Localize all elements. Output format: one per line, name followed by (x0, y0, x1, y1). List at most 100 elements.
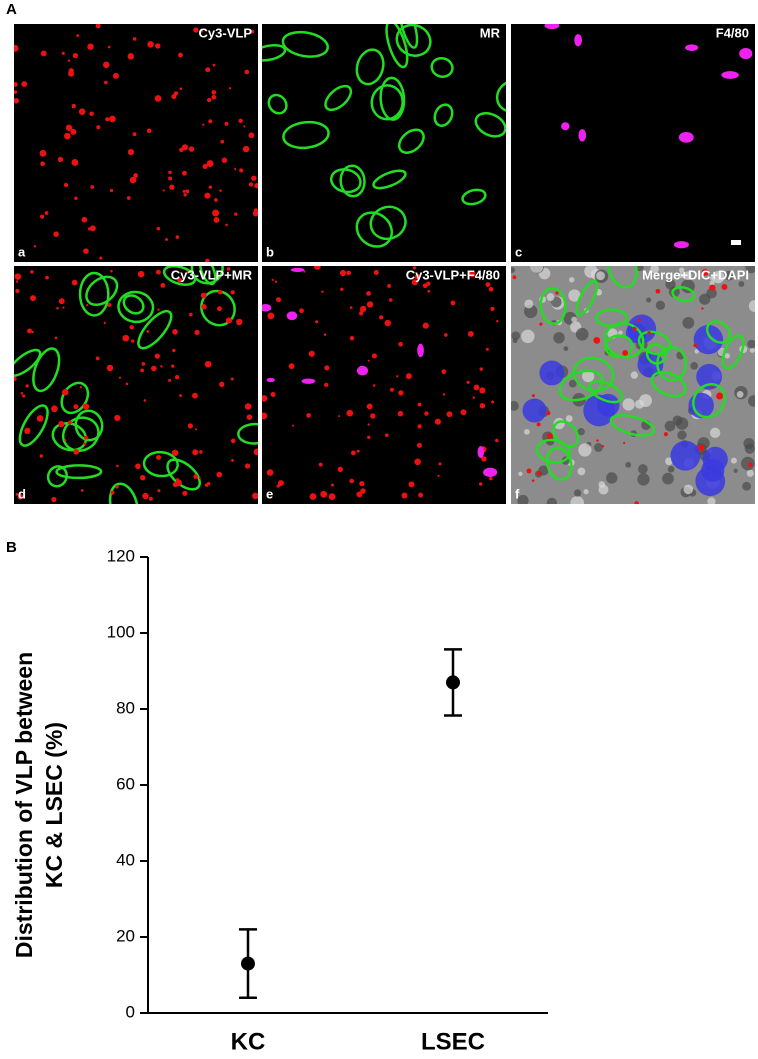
vlp-signal (132, 37, 137, 41)
vlp-signal (478, 482, 483, 486)
vlp-signal (663, 432, 668, 437)
cell-outline (267, 93, 288, 115)
cell-outline (117, 290, 155, 324)
vlp-signal (356, 449, 360, 453)
vlp-signal (442, 393, 446, 396)
vlp-signal (54, 336, 58, 340)
micrograph (262, 266, 506, 504)
vlp-signal (244, 463, 251, 469)
vlp-signal (148, 496, 153, 501)
vlp-signal (370, 413, 376, 419)
micrograph (14, 266, 258, 504)
vlp-signal (367, 435, 371, 440)
vlp-signal (308, 350, 315, 357)
vlp-signal (276, 297, 281, 303)
vlp-signal (367, 359, 370, 362)
image-label: Cy3-VLP (199, 25, 253, 40)
texture (569, 277, 575, 283)
cell-outline (474, 111, 506, 138)
vlp-signal (201, 304, 207, 310)
vlp-signal (274, 280, 278, 283)
cell-outline (262, 43, 287, 62)
texture (749, 347, 755, 353)
vlp-signal (359, 311, 364, 316)
vlp-signal (213, 217, 220, 223)
kc-signal (544, 24, 560, 30)
vlp-signal (157, 308, 160, 311)
vlp-signal (193, 27, 199, 33)
vlp-signal (172, 329, 178, 335)
vlp-signal (72, 52, 79, 59)
texture (630, 371, 639, 379)
texture (546, 293, 555, 302)
vlp-signal (437, 474, 440, 477)
vlp-signal (546, 433, 553, 439)
cell-outline (671, 286, 696, 303)
texture (707, 497, 716, 504)
y-axis-label: KC & LSEC (%) (41, 722, 67, 888)
vlp-signal (67, 59, 71, 62)
cell-outline (372, 169, 407, 190)
cell-outline (379, 76, 406, 121)
kc-signal (739, 48, 753, 60)
texture (724, 270, 735, 281)
vlp-signal (162, 189, 165, 192)
vlp-signal (231, 458, 234, 462)
vlp-signal (244, 403, 252, 410)
vlp-signal (44, 211, 49, 215)
vlp-signal (424, 411, 429, 416)
vlp-signal (401, 492, 408, 499)
vlp-signal (214, 198, 218, 202)
cell-outline (397, 128, 425, 154)
vlp-signal (596, 439, 599, 442)
vlp-signal (96, 125, 101, 130)
micrograph (14, 24, 258, 262)
texture (699, 293, 711, 305)
vlp-signal (408, 481, 415, 488)
vlp-signal (206, 160, 214, 168)
kc-signal (685, 44, 699, 51)
vlp-signal (133, 173, 139, 178)
vlp-signal (177, 277, 183, 283)
cell-outline (545, 446, 573, 481)
vlp-signal (106, 364, 114, 372)
vlp-signal (73, 404, 79, 410)
vlp-signal (63, 182, 69, 188)
vlp-signal (397, 410, 404, 417)
vlp-signal (349, 306, 353, 309)
vlp-signal (276, 484, 280, 488)
vlp-signal (485, 282, 491, 287)
vlp-signal (141, 362, 146, 366)
vlp-signal (479, 387, 486, 394)
vlp-signal (17, 493, 24, 500)
cell-outline (324, 84, 353, 112)
vlp-signal (748, 462, 753, 467)
vlp-signal (460, 409, 467, 416)
vlp-signal (40, 50, 47, 57)
vlp-signal (331, 483, 335, 487)
vlp-signal (350, 450, 356, 456)
vlp-signal (137, 270, 145, 278)
texture (744, 443, 755, 454)
vlp-signal (488, 286, 494, 292)
cell-outline (369, 205, 407, 241)
cell-outline (370, 84, 404, 121)
vlp-signal (512, 275, 517, 280)
cell-outline (495, 80, 506, 113)
vlp-signal (146, 330, 150, 333)
vlp-signal (422, 283, 428, 289)
vlp-signal (366, 403, 373, 410)
vlp-signal (194, 329, 200, 336)
texture (582, 370, 595, 383)
vlp-signal (14, 82, 18, 87)
vlp-signal (129, 324, 134, 330)
vlp-signal (104, 80, 108, 85)
vlp-signal (175, 478, 180, 482)
vlp-signal (39, 454, 44, 458)
vlp-signal (417, 424, 422, 429)
texture (662, 472, 674, 485)
cell-outline (433, 103, 454, 127)
vlp-signal (321, 290, 324, 293)
vlp-signal (220, 139, 225, 144)
vlp-signal (14, 97, 19, 104)
